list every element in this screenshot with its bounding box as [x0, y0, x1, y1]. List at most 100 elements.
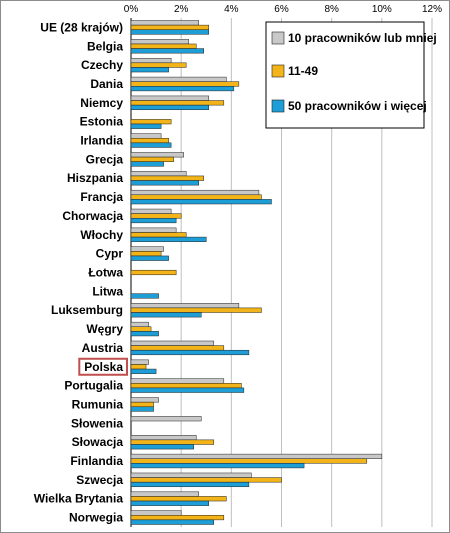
bar-szwecja-series-2: [130, 477, 282, 483]
bar-dania-series-3: [130, 86, 235, 92]
bar-finlandia-series-3: [130, 463, 305, 469]
x-tick-label: 0%: [124, 4, 139, 15]
bar-litwa-series-3: [130, 293, 159, 299]
bar-wegry-series-2: [130, 326, 152, 332]
bar-czechy-series-3: [130, 67, 169, 73]
bar-portugalia-series-3: [130, 387, 245, 393]
bar-luksemburg-series-3: [130, 312, 202, 318]
bar-wlochy-series-1: [130, 227, 177, 233]
x-tick-label: 8%: [324, 4, 339, 15]
bar-wlochy-series-2: [130, 232, 187, 238]
category-label-chorwacja: Chorwacja: [62, 209, 123, 223]
bar-ue-28-krajow-series-1: [130, 20, 199, 26]
bar-belgia-series-2: [130, 43, 197, 49]
bar-chorwacja-series-2: [130, 213, 182, 219]
category-label-polska: Polska: [84, 360, 123, 374]
bar-ue-28-krajow-series-2: [130, 24, 210, 30]
bar-austria-series-1: [130, 340, 215, 346]
category-label-norwegia: Norwegia: [69, 511, 123, 525]
category-label-rumunia: Rumunia: [72, 397, 124, 411]
bar-niemcy-series-2: [130, 100, 225, 106]
bar-luksemburg-series-1: [130, 303, 240, 309]
bar-portugalia-series-2: [130, 383, 242, 389]
bar-francja-series-1: [130, 189, 260, 196]
bar-polska-series-1: [130, 359, 149, 365]
category-label-grecja: Grecja: [86, 152, 124, 166]
legend-swatch-2: [271, 64, 285, 78]
bar-chorwacja-series-1: [130, 208, 172, 214]
bar-norwegia-series-3: [130, 519, 215, 525]
bar-francja-series-2: [130, 194, 262, 200]
bar-czechy-series-1: [130, 57, 172, 64]
legend-box: [265, 21, 425, 129]
bar-szwecja-series-1: [130, 472, 252, 478]
x-axis-ticks: 0% 2% 4% 6% 8% 10% 12%: [124, 4, 442, 15]
category-label-irlandia: Irlandia: [80, 134, 123, 148]
category-label-wlochy: Włochy: [80, 228, 123, 242]
bars: [130, 20, 383, 525]
bar-wielka-brytania-series-1: [130, 491, 199, 497]
bar-dania-series-1: [130, 76, 227, 82]
bar-portugalia-series-1: [130, 378, 225, 384]
category-label-finlandia: Finlandia: [70, 454, 123, 468]
bar-rumunia-series-2: [130, 401, 154, 408]
category-labels: UE (28 krajów) Belgia Czechy Dania Niemcy Est…: [34, 20, 128, 525]
x-tick-label: 6%: [274, 4, 289, 15]
bar-wielka-brytania-series-2: [130, 496, 227, 502]
category-label-cypr: Cypr: [96, 247, 124, 261]
category-label-belgia: Belgia: [87, 39, 123, 53]
bar-cypr-series-1: [130, 246, 164, 252]
bar-norwegia-series-1: [130, 510, 182, 516]
bar-grecja-series-3: [130, 161, 164, 167]
x-tick-label: 2%: [174, 4, 189, 15]
category-label-wielka-brytania: Wielka Brytania: [34, 492, 124, 506]
bar-belgia-series-3: [130, 48, 204, 54]
category-label-slowacja: Słowacja: [72, 435, 124, 449]
bar-cypr-series-3: [130, 255, 169, 261]
legend-label-3: 50 pracowników i więcej: [288, 99, 427, 113]
bar-wegry-series-1: [130, 321, 149, 328]
bar-hiszpania-series-2: [130, 175, 204, 181]
category-label-dania: Dania: [90, 77, 123, 91]
bar-hiszpania-series-1: [130, 171, 187, 177]
bar-estonia-series-2: [130, 119, 172, 125]
category-label-litwa: Litwa: [92, 284, 123, 298]
bar-austria-series-3: [130, 349, 250, 356]
bar-irlandia-series-2: [130, 137, 169, 144]
category-label-slowenia: Słowenia: [71, 416, 123, 430]
legend-swatch-3: [271, 99, 285, 113]
bar-austria-series-2: [130, 345, 225, 351]
bar-belgia-series-1: [130, 39, 189, 45]
bar-polska-series-2: [130, 364, 147, 370]
bar-rumunia-series-3: [130, 406, 154, 412]
category-label-wegry: Węgry: [86, 322, 123, 336]
bar-slowacja-series-1: [130, 435, 197, 441]
category-label-szwecja: Szwecja: [76, 473, 123, 487]
bar-niemcy-series-3: [130, 104, 210, 110]
category-label-francja: Francja: [80, 190, 123, 204]
bar-wielka-brytania-series-3: [130, 500, 210, 506]
bar-wegry-series-3: [130, 331, 159, 337]
category-label-czechy: Czechy: [81, 58, 123, 72]
x-tick-label: 12%: [422, 4, 442, 15]
legend-label-1: 10 pracowników lub mniej: [288, 31, 437, 45]
category-label-hiszpania: Hiszpania: [67, 171, 123, 185]
bar-dania-series-2: [130, 81, 240, 87]
bar-norwegia-series-2: [130, 515, 225, 521]
category-label-austria: Austria: [82, 341, 124, 355]
bar-francja-series-3: [130, 199, 272, 205]
bar-lotwa-series-2: [130, 269, 177, 276]
legend-label-2: 11-49: [288, 64, 318, 78]
bar-slowacja-series-3: [130, 444, 194, 450]
bar-slowenia-series-1: [130, 416, 202, 422]
bar-estonia-series-3: [130, 123, 162, 129]
highlight-box-polska: [78, 357, 128, 376]
bar-szwecja-series-3: [130, 481, 250, 488]
bar-grecja-series-2: [130, 156, 174, 162]
category-label-niemcy: Niemcy: [80, 96, 123, 110]
bar-rumunia-series-1: [130, 397, 159, 403]
bar-hiszpania-series-3: [130, 180, 199, 186]
bar-irlandia-series-3: [130, 142, 172, 148]
